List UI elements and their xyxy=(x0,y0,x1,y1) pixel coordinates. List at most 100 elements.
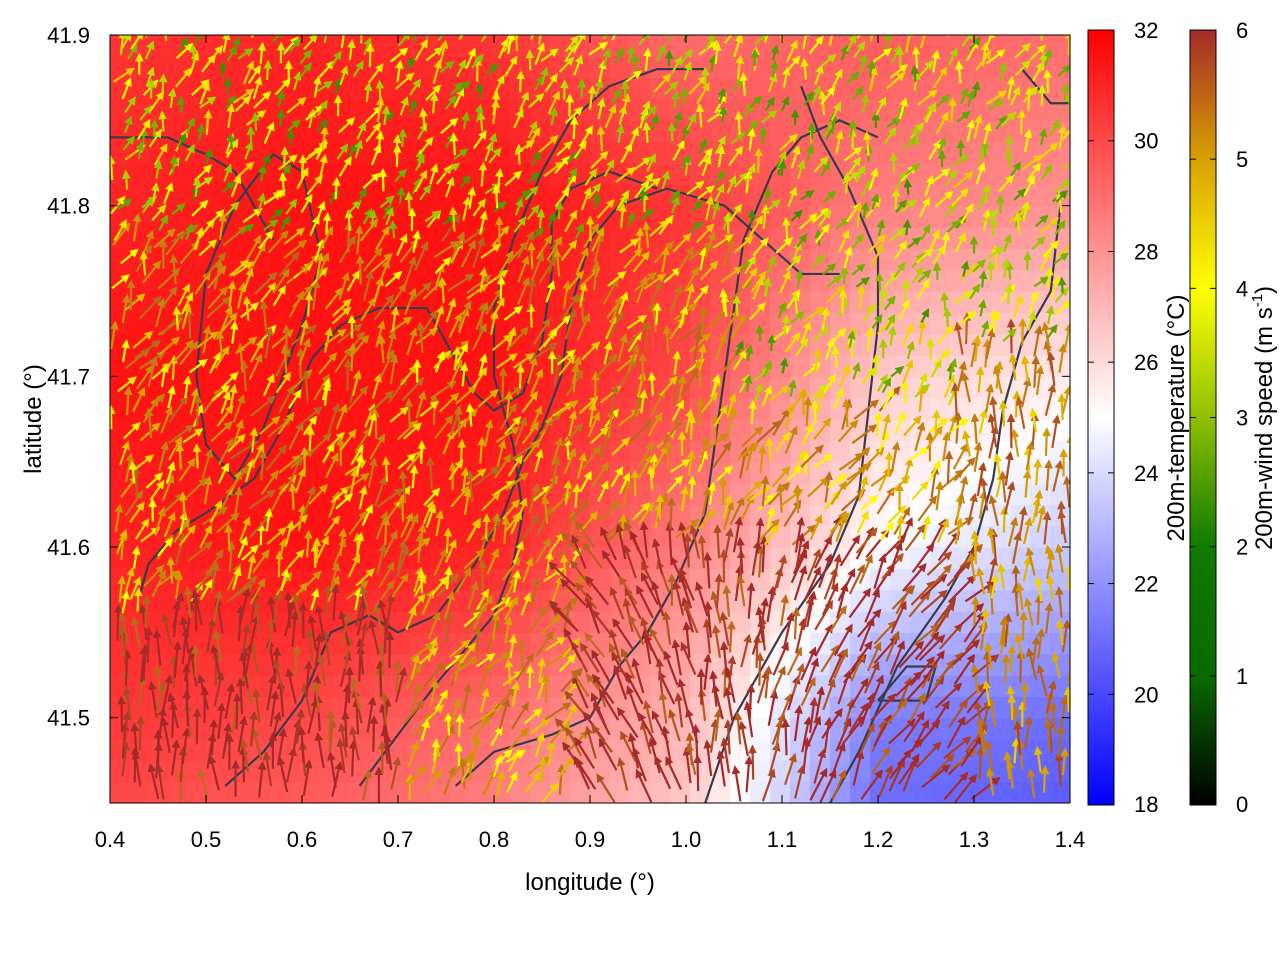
wind-arrow xyxy=(798,387,808,415)
wind-arrow xyxy=(732,294,742,316)
heat-cell xyxy=(970,269,991,292)
heat-cell xyxy=(150,56,171,79)
heat-cell xyxy=(790,227,811,249)
heat-cell xyxy=(590,291,611,313)
heat-cell xyxy=(130,184,151,207)
wind-arrow xyxy=(912,124,921,145)
heat-cell xyxy=(330,589,351,612)
wind-arrow xyxy=(443,610,453,643)
heat-cell xyxy=(930,397,951,420)
wind-arrow xyxy=(477,559,487,591)
heat-cell xyxy=(190,291,211,313)
heat-cell xyxy=(450,163,471,185)
heat-cell xyxy=(390,632,411,655)
wind-arrow xyxy=(1043,69,1052,93)
wind-arrow xyxy=(457,438,467,465)
wind-arrow xyxy=(536,208,546,229)
wind-arrow xyxy=(378,642,388,676)
wind-arrow xyxy=(404,397,414,429)
wind-arrow xyxy=(223,76,232,94)
heat-cell xyxy=(390,653,411,676)
heat-cell xyxy=(390,696,411,719)
heat-cell xyxy=(390,419,411,441)
heat-cell xyxy=(910,525,931,548)
wind-arrow xyxy=(475,82,485,99)
wind-arrow xyxy=(568,509,578,540)
heat-cell xyxy=(150,141,171,164)
heat-cell xyxy=(270,632,291,655)
heat-cell xyxy=(330,696,351,719)
wind-arrow xyxy=(970,530,980,557)
heat-cell xyxy=(850,77,871,100)
heat-cell xyxy=(970,77,991,100)
wind-arrow xyxy=(767,334,776,351)
heat-cell xyxy=(1010,504,1031,527)
heat-cell xyxy=(650,56,671,79)
wind-arrow xyxy=(630,469,640,497)
heat-cell xyxy=(230,525,251,548)
heat-cell xyxy=(450,781,471,803)
heat-cell xyxy=(250,35,271,57)
heat-cell xyxy=(430,781,451,803)
heat-cell xyxy=(490,504,511,527)
heat-cell xyxy=(670,440,691,463)
heat-cell xyxy=(250,653,271,676)
wind-arrow xyxy=(748,744,758,780)
heat-cell xyxy=(910,355,931,377)
heat-cell xyxy=(830,291,851,313)
wind-arrow xyxy=(679,87,689,106)
y-tick-label: 41.6 xyxy=(47,535,90,560)
wind-arrow xyxy=(185,306,194,340)
wind-arrow xyxy=(1042,427,1052,456)
heat-cell xyxy=(130,781,151,803)
heat-cell xyxy=(670,77,691,100)
heat-cell xyxy=(930,632,951,655)
heat-cell xyxy=(150,269,171,292)
wind-arrow xyxy=(226,132,236,150)
heat-cell xyxy=(770,269,791,292)
heat-cell xyxy=(310,120,331,143)
heat-cell xyxy=(870,184,891,207)
heat-cell xyxy=(710,461,731,484)
heat-cell xyxy=(250,248,271,271)
heat-cell xyxy=(630,77,651,100)
heat-cell xyxy=(1050,397,1070,420)
heat-cell xyxy=(750,696,771,719)
heat-cell xyxy=(310,760,331,783)
heat-cell xyxy=(110,483,131,505)
heat-cell xyxy=(690,163,711,185)
heat-cell xyxy=(390,461,411,484)
heat-cell xyxy=(130,312,151,335)
wind-arrow xyxy=(345,666,355,704)
heat-cell xyxy=(670,355,691,377)
heat-cell xyxy=(290,568,311,591)
heat-cell xyxy=(330,312,351,335)
wind-arrow xyxy=(133,587,143,612)
heat-cell xyxy=(150,35,171,57)
heat-cell xyxy=(130,611,151,633)
heat-cell xyxy=(210,632,231,655)
heat-cell xyxy=(790,333,811,356)
colorbar-tick-label: 28 xyxy=(1134,239,1158,264)
heat-cell xyxy=(130,525,151,548)
heat-cell xyxy=(750,440,771,463)
heat-cell xyxy=(270,120,291,143)
wind-arrow xyxy=(193,394,203,426)
heat-cell xyxy=(430,120,451,143)
colorbar-tick-label: 6 xyxy=(1236,18,1248,43)
wind-arrow xyxy=(946,35,950,37)
heat-cell xyxy=(410,632,431,655)
heat-cell xyxy=(330,419,351,441)
heat-cell xyxy=(1030,184,1051,207)
heat-cell xyxy=(750,589,771,612)
heat-cell xyxy=(470,184,491,207)
wind-arrow xyxy=(793,484,802,514)
wind-arrow xyxy=(1067,337,1070,341)
heat-cell xyxy=(430,184,451,207)
wind-arrow xyxy=(430,393,439,425)
heat-cell xyxy=(310,781,331,803)
wind-arrow xyxy=(298,154,308,179)
heat-cell xyxy=(330,461,351,484)
heat-cell xyxy=(510,611,531,633)
heat-cell xyxy=(930,205,951,228)
